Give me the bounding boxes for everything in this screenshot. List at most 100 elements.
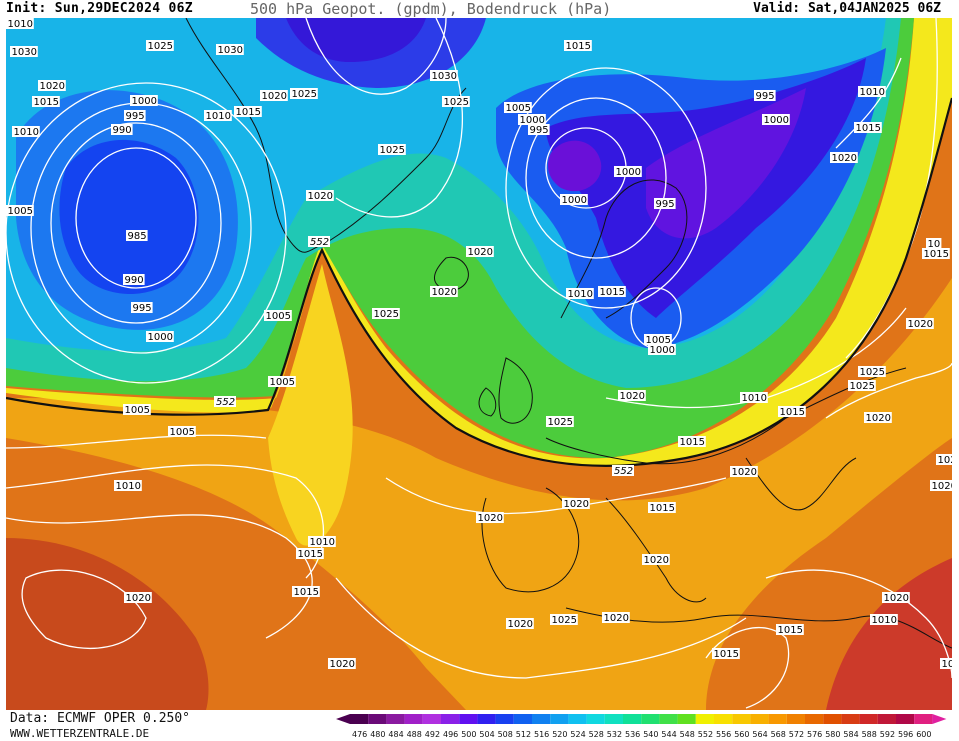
isobar-label: 1015	[566, 41, 591, 52]
isobar-label: 1020	[262, 91, 287, 102]
legend-swatch	[404, 714, 423, 724]
legend-value-label: 572	[789, 730, 804, 739]
legend-swatch	[823, 714, 842, 724]
isobar-label-bg	[854, 122, 882, 133]
legend-swatch	[732, 714, 751, 724]
isobar-label: 1020	[478, 513, 503, 524]
isobar-label: 1005	[8, 206, 33, 217]
isobar-label: 1005	[266, 311, 291, 322]
isobar-label-bg	[648, 502, 676, 513]
legend-value-label: 496	[443, 730, 458, 739]
legend-value-label: 484	[388, 730, 403, 739]
isobar-label-bg	[936, 454, 952, 465]
isobar-label: 1025	[552, 615, 577, 626]
isobar-label: 1015	[236, 107, 261, 118]
legend-swatch	[914, 714, 933, 724]
legend-value-label: 520	[552, 730, 567, 739]
legend-swatch	[550, 714, 569, 724]
isobar-label-bg	[234, 106, 262, 117]
legend-swatch	[805, 714, 824, 724]
isobar-label: 1010	[568, 289, 593, 300]
isobar-label: 1000	[520, 115, 545, 126]
legend-swatch	[350, 714, 369, 724]
isobar-label-bg	[730, 466, 758, 477]
isobar-label: 995	[656, 199, 675, 210]
legend-swatch	[677, 714, 696, 724]
isobar-label: 1015	[856, 123, 881, 134]
isobar-label-bg	[906, 318, 934, 329]
isobar-label-bg	[654, 198, 676, 209]
isobar-label: 1025	[850, 381, 875, 392]
isobar-label-bg	[6, 205, 34, 216]
legend-value-label: 540	[643, 730, 658, 739]
isobar-label: 1020	[908, 319, 933, 330]
isobar-label-bg	[566, 288, 594, 299]
isobar-label-bg	[930, 480, 952, 491]
isobar-label: 1005	[942, 659, 953, 670]
isobar-label-bg	[864, 412, 892, 423]
isobar-label: 1010	[116, 481, 141, 492]
isobar-label-bg	[712, 648, 740, 659]
geopot-552-line	[6, 97, 952, 467]
isobar-label-bg	[111, 124, 133, 135]
isobar-label: 995	[133, 303, 152, 314]
isobar-label-bg	[564, 40, 592, 51]
isobar-label: 1020	[732, 467, 757, 478]
isobars	[6, 18, 952, 709]
isobar-label-bg	[560, 194, 588, 205]
isobar-label-bg	[562, 498, 590, 509]
legend-value-label: 580	[825, 730, 840, 739]
legend-value-label: 508	[498, 730, 513, 739]
legend-value-label: 504	[479, 730, 494, 739]
legend-swatch	[750, 714, 769, 724]
legend-swatch	[623, 714, 642, 724]
field-ridge-sw	[6, 538, 209, 710]
isobar-label-bg	[754, 90, 776, 101]
isobar-label-bg	[292, 586, 320, 597]
isobar-label-bg	[644, 334, 672, 345]
isobar-label-bg	[32, 96, 60, 107]
isobar-label: 1000	[650, 345, 675, 356]
isobar-label: 990	[113, 125, 132, 136]
isobar-label: 1025	[380, 145, 405, 156]
legend-swatch	[768, 714, 787, 724]
legend-swatch	[695, 714, 714, 724]
isobar-label: 1025	[374, 309, 399, 320]
legend-value-label: 480	[370, 730, 385, 739]
isobar-label-bg	[518, 114, 546, 125]
isobar-label: 1015	[780, 407, 805, 418]
isobar-label: 1020	[330, 659, 355, 670]
isobar-label: 995	[756, 91, 775, 102]
legend-swatch	[714, 714, 733, 724]
isobar-label-bg	[466, 246, 494, 257]
legend-value-label: 512	[516, 730, 531, 739]
isobar-label-bg	[678, 436, 706, 447]
isobar-label: 1005	[646, 335, 671, 346]
legend-value-label: 532	[607, 730, 622, 739]
isobar-label: 1020	[308, 191, 333, 202]
isobar-label: 1015	[714, 649, 739, 660]
legend-value-label: 588	[862, 730, 877, 739]
legend-swatch	[877, 714, 896, 724]
isobar-label-bg	[848, 380, 876, 391]
legend-value-label: 596	[898, 730, 913, 739]
legend-swatch	[495, 714, 514, 724]
isobar-label-bg	[372, 308, 400, 319]
isobar-label: 1005	[270, 377, 295, 388]
isobar-label-bg	[378, 144, 406, 155]
isobar-label: 1020	[564, 499, 589, 510]
isobar-label-bg	[146, 331, 174, 342]
isobar-label-bg	[598, 286, 626, 297]
legend-swatch	[441, 714, 460, 724]
legend-value-label: 552	[698, 730, 713, 739]
isobar-label: 1020	[604, 613, 629, 624]
geopot-labels: 552 552 552	[214, 236, 634, 477]
isobar-label-bg	[123, 404, 151, 415]
isobar-label-bg	[776, 624, 804, 635]
isobar-label: 985	[128, 231, 147, 242]
isobar-label: 1000	[562, 195, 587, 206]
isobar-label: 1020	[508, 619, 533, 630]
geopot-label-bg	[612, 465, 634, 476]
isobar-label: 1020	[932, 481, 953, 492]
isobar-label: 10	[928, 239, 941, 250]
